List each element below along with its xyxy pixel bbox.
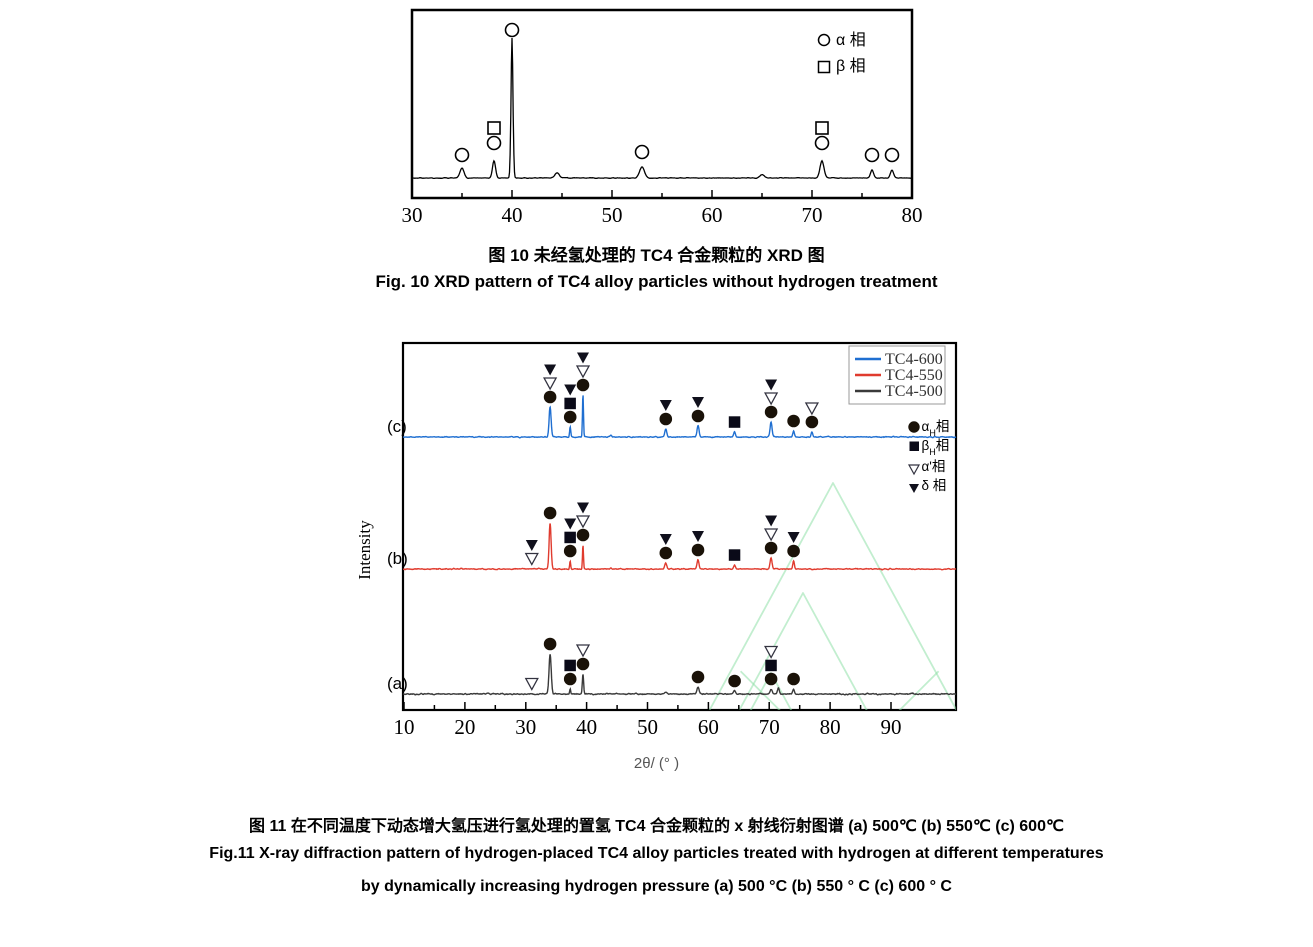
svg-text:α 相: α 相 [836,31,866,49]
svg-text:30: 30 [515,715,536,739]
svg-text:40: 40 [502,203,523,227]
svg-text:40: 40 [576,715,597,739]
svg-text:90: 90 [881,715,902,739]
svg-text:60: 60 [702,203,723,227]
svg-text:20: 20 [454,715,475,739]
svg-text:TC4-500: TC4-500 [885,383,943,400]
svg-text:70: 70 [802,203,823,227]
svg-text:50: 50 [602,203,623,227]
svg-text:(c): (c) [387,417,407,436]
svg-text:δ 相: δ 相 [922,478,947,493]
svg-text:10: 10 [394,715,415,739]
svg-text:70: 70 [759,715,780,739]
svg-text:(b): (b) [387,549,408,568]
svg-text:80: 80 [902,203,923,227]
svg-text:60: 60 [698,715,719,739]
svg-text:TC4-600: TC4-600 [885,351,943,368]
svg-text:TC4-550: TC4-550 [885,367,943,384]
svg-text:(a): (a) [387,674,408,693]
svg-text:50: 50 [637,715,658,739]
svg-text:80: 80 [820,715,841,739]
svg-text:30: 30 [402,203,423,227]
svg-text:β 相: β 相 [836,57,866,75]
svg-text:α'相: α'相 [922,459,946,474]
